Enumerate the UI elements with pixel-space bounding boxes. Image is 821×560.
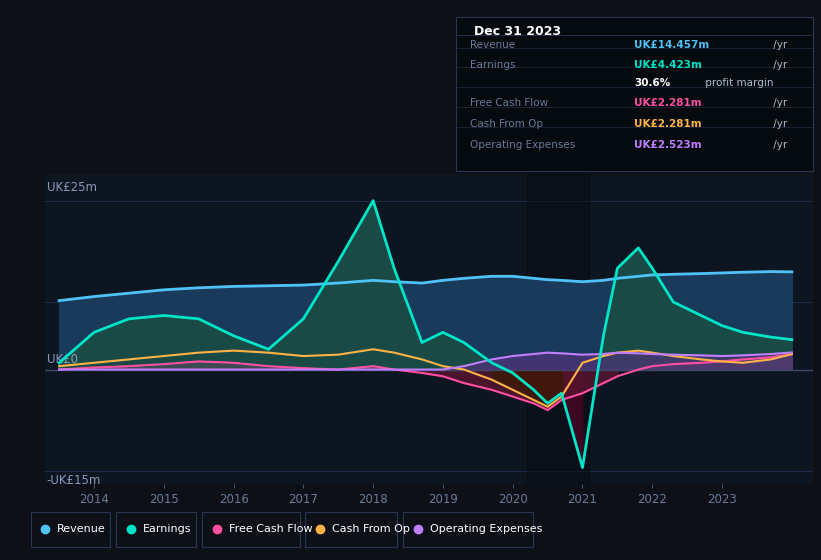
Text: UK£2.523m: UK£2.523m — [635, 140, 702, 150]
Text: UK£2.281m: UK£2.281m — [635, 119, 702, 129]
Text: Revenue: Revenue — [57, 524, 106, 534]
Text: Operating Expenses: Operating Expenses — [470, 140, 576, 150]
Text: Dec 31 2023: Dec 31 2023 — [474, 25, 561, 38]
Text: /yr: /yr — [770, 140, 787, 150]
Bar — [527, 174, 589, 484]
Text: Earnings: Earnings — [470, 60, 516, 70]
Text: UK£0: UK£0 — [47, 353, 78, 366]
Text: profit margin: profit margin — [702, 78, 773, 88]
Text: /yr: /yr — [770, 60, 787, 70]
Text: UK£2.281m: UK£2.281m — [635, 99, 702, 109]
Text: UK£4.423m: UK£4.423m — [635, 60, 702, 70]
Text: Earnings: Earnings — [143, 524, 191, 534]
Text: Operating Expenses: Operating Expenses — [429, 524, 542, 534]
Text: /yr: /yr — [770, 40, 787, 50]
Text: Revenue: Revenue — [470, 40, 515, 50]
Text: UK£25m: UK£25m — [47, 181, 97, 194]
Text: -UK£15m: -UK£15m — [47, 474, 101, 487]
Text: Cash From Op: Cash From Op — [470, 119, 543, 129]
Text: Cash From Op: Cash From Op — [332, 524, 410, 534]
Text: Free Cash Flow: Free Cash Flow — [470, 99, 548, 109]
Text: Free Cash Flow: Free Cash Flow — [228, 524, 312, 534]
Text: /yr: /yr — [770, 119, 787, 129]
Text: 30.6%: 30.6% — [635, 78, 671, 88]
Text: UK£14.457m: UK£14.457m — [635, 40, 709, 50]
Text: /yr: /yr — [770, 99, 787, 109]
